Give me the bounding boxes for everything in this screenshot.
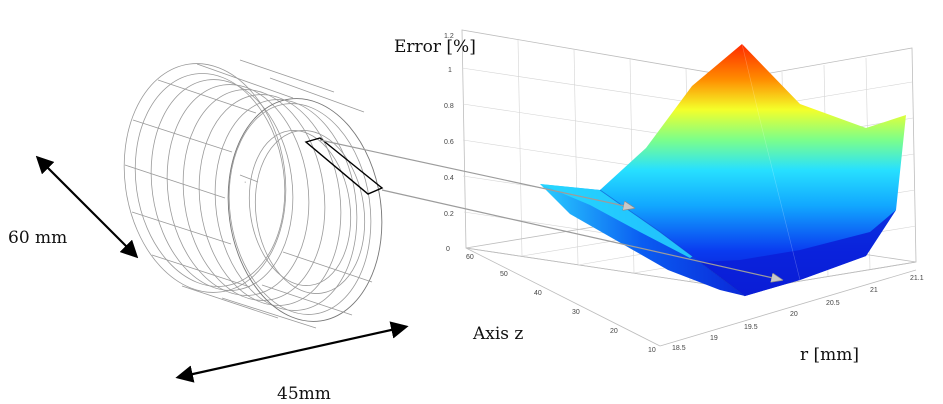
height-dimension-arrow	[35, 155, 139, 259]
x-tick-10: 10	[648, 347, 656, 354]
surface-flat-region	[540, 184, 745, 296]
length-dimension-label: 45mm	[277, 384, 331, 404]
z-tick-6: 1.2	[444, 33, 454, 40]
x-tick-20: 20	[610, 328, 618, 335]
y-tick-21.1: 21.1	[910, 275, 924, 282]
z-tick-2: 0.4	[444, 175, 454, 182]
z-tick-3: 0.6	[444, 139, 454, 146]
z-tick-0: 0	[446, 246, 450, 253]
x-tick-50: 50	[500, 271, 508, 278]
y-tick-19.5: 19.5	[744, 324, 758, 331]
z-axis-title: Error [%]	[394, 37, 476, 57]
y-tick-19: 19	[710, 335, 718, 342]
x-tick-30: 30	[572, 309, 580, 316]
y-tick-21: 21	[870, 287, 878, 294]
pointer-arrow-bottom	[381, 189, 782, 280]
error-surface	[540, 43, 906, 297]
surface-rising-wall	[600, 44, 906, 296]
z-tick-4: 0.8	[444, 103, 454, 110]
cylinder-wireframe: ·	[123, 59, 383, 329]
length-dimension-arrow	[175, 321, 409, 383]
cylinder-rings	[150, 79, 372, 315]
pointer-arrow-top	[319, 139, 634, 208]
y-tick-20.5: 20.5	[826, 300, 840, 307]
y-tick-labels: 18.5 19 19.5 20 20.5 21 21.1	[672, 275, 924, 352]
x-tick-40: 40	[534, 290, 542, 297]
z-tick-5: 1	[448, 67, 452, 74]
selected-slice-box	[304, 137, 384, 195]
z-tick-labels: 0 0.2 0.4 0.6 0.8 1 1.2	[444, 33, 454, 253]
cylinder-long-lines	[124, 59, 373, 329]
z-tick-1: 0.2	[444, 211, 454, 218]
y-axis-title: r [mm]	[800, 345, 859, 365]
x-tick-labels: 10 20 30 40 50 60	[466, 254, 656, 354]
y-tick-18.5: 18.5	[672, 345, 686, 352]
y-tick-20: 20	[790, 311, 798, 318]
x-tick-60: 60	[466, 254, 474, 261]
surface-ridge	[540, 184, 700, 258]
height-dimension-label: 60 mm	[8, 228, 67, 248]
center-mark: ·	[244, 179, 246, 186]
x-axis-title: Axis z	[472, 324, 523, 344]
surface-right-base	[700, 210, 896, 296]
